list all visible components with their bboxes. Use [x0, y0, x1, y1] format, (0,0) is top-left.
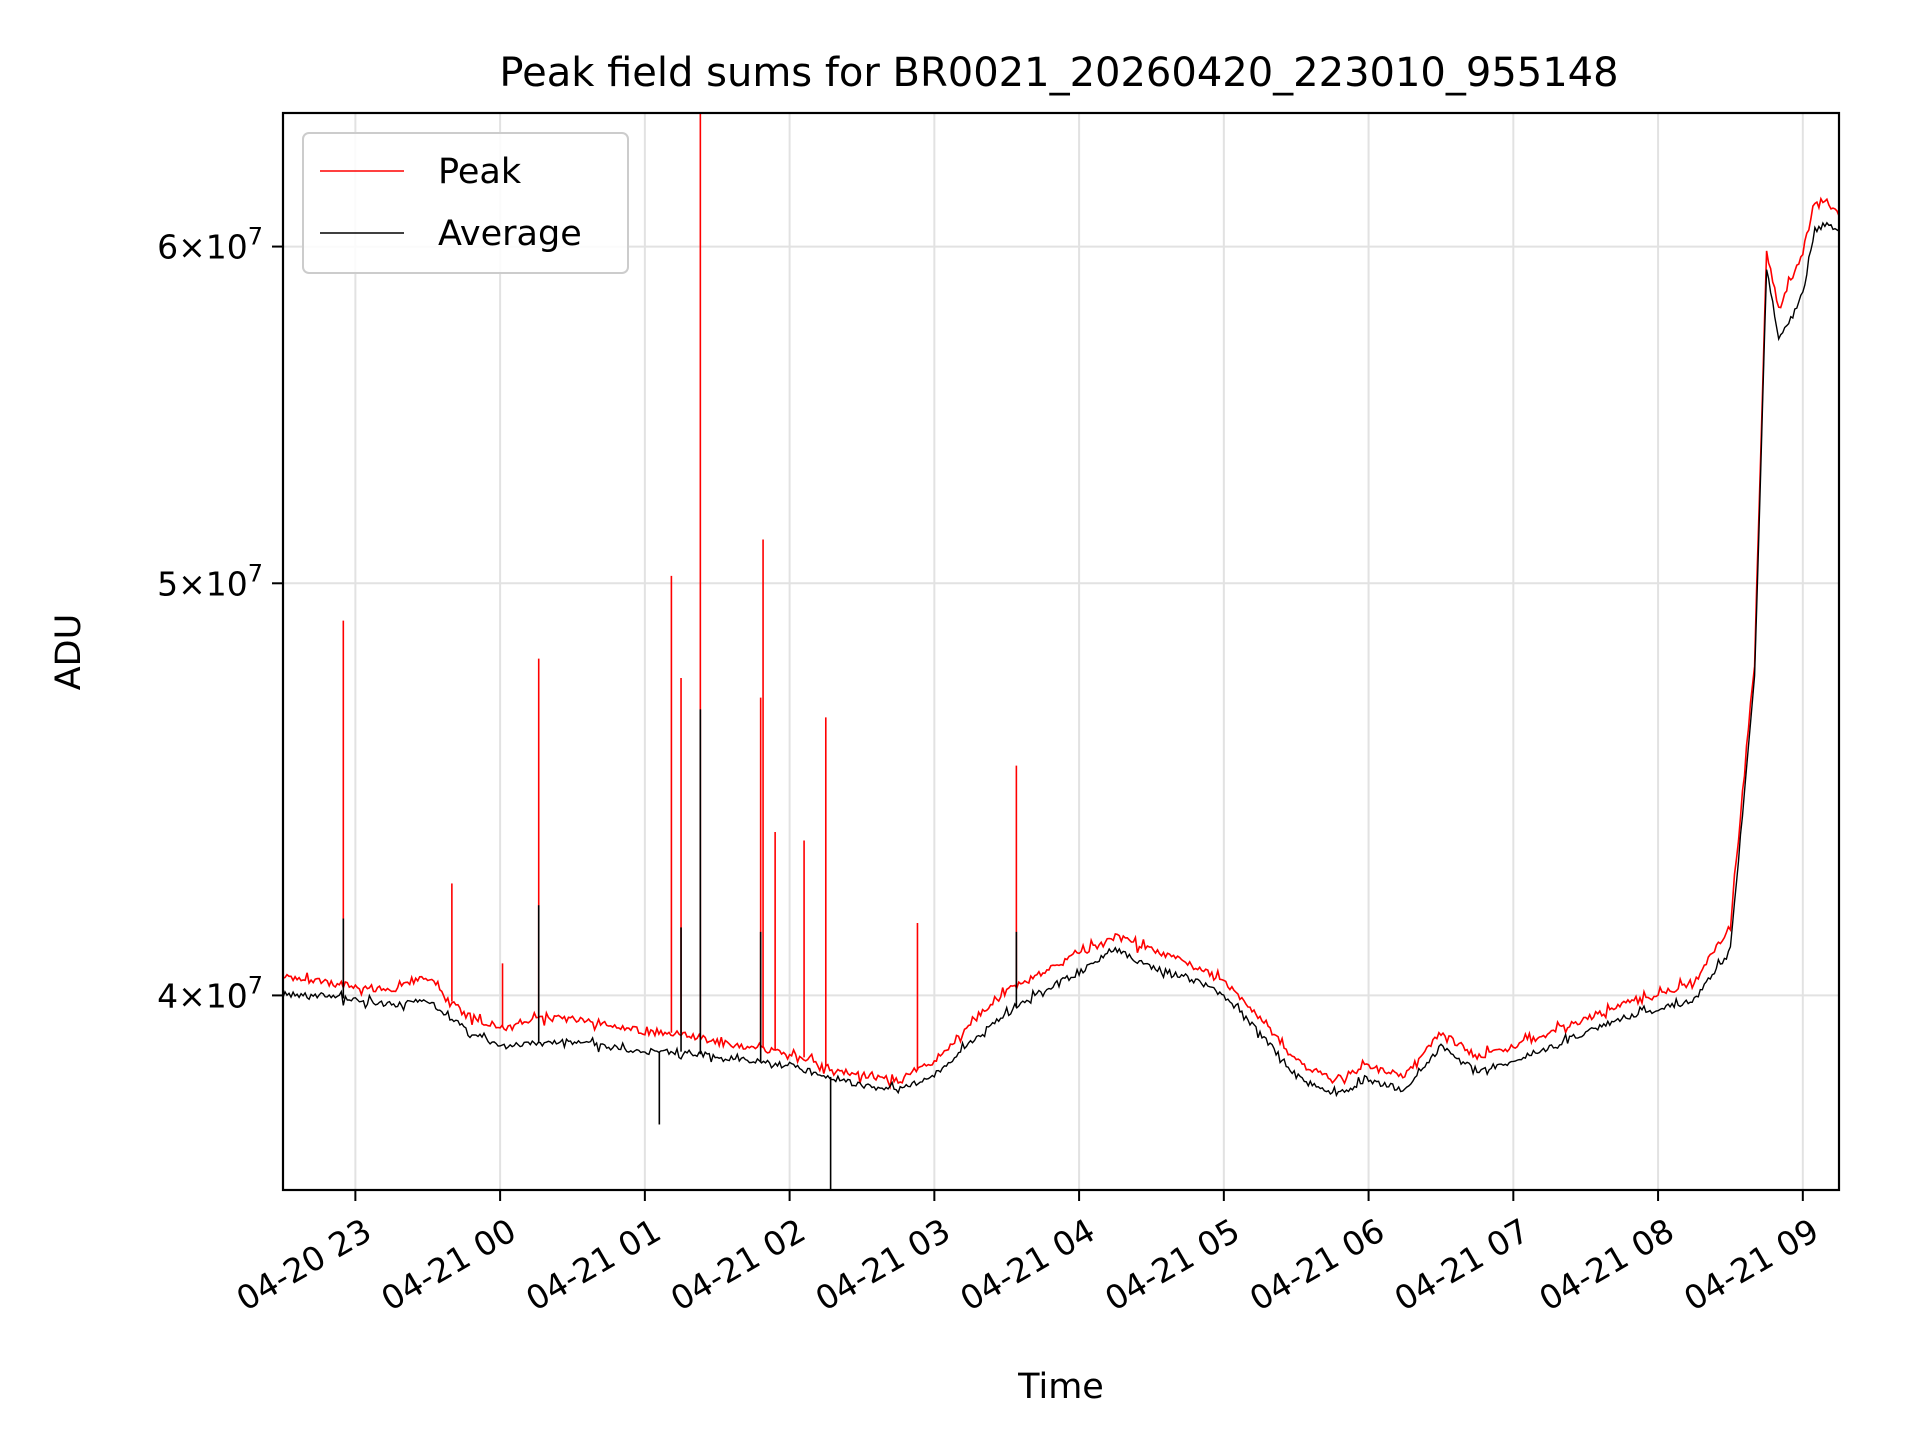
y-tick-mantissa: 4	[157, 976, 178, 1015]
y-tick-mantissa: 5	[157, 564, 178, 603]
y-tick-times-sign: ×	[178, 564, 206, 603]
y-tick-times-sign: ×	[178, 976, 206, 1015]
series-line-average	[283, 221, 1839, 1098]
series-group	[283, 113, 1839, 1190]
y-tick-mantissa: 6	[157, 228, 178, 267]
y-axis-label: ADU	[49, 614, 89, 691]
y-tick-label: 6×107	[157, 223, 263, 267]
y-tick-base: 10	[206, 228, 248, 267]
y-tick-exponent: 7	[248, 223, 263, 251]
y-tick-times-sign: ×	[178, 228, 206, 267]
y-tick-label: 5×107	[157, 559, 263, 603]
legend-label-average: Average	[438, 214, 582, 254]
plot-series	[283, 113, 1839, 1190]
legend: Peak Average	[302, 132, 629, 274]
legend-label-peak: Peak	[438, 152, 522, 192]
y-tick-base: 10	[206, 976, 248, 1015]
series-line-peak	[283, 196, 1839, 1090]
chart-title: Peak field sums for BR0021_20260420_2230…	[499, 50, 1618, 96]
y-tick-exponent: 7	[248, 971, 263, 999]
y-tick-label: 4×107	[157, 971, 263, 1015]
y-tick-exponent: 7	[248, 559, 263, 587]
plot-frame	[281, 111, 1841, 1192]
legend-box	[302, 132, 629, 274]
y-tick-base: 10	[206, 564, 248, 603]
x-axis-label: Time	[1017, 1367, 1104, 1407]
